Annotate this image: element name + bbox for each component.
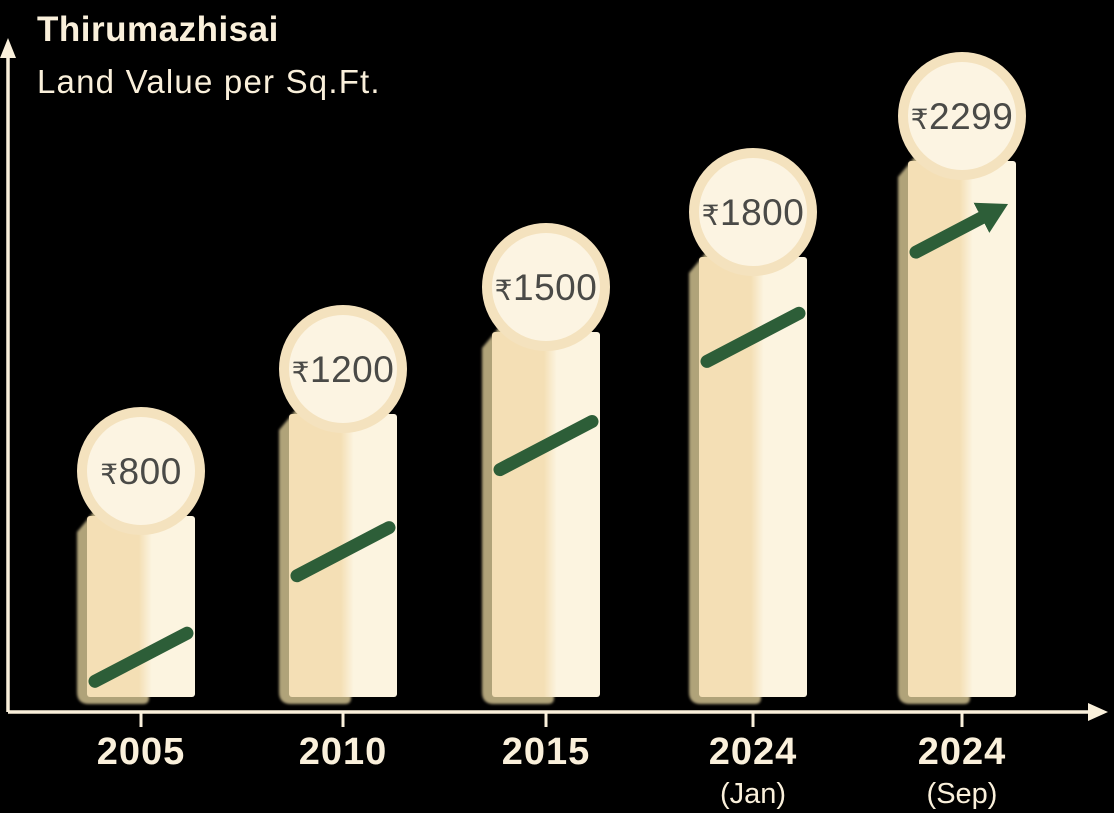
trend-line bbox=[88, 202, 1009, 688]
bar bbox=[699, 257, 807, 697]
value-bubble-text: ₹1200 bbox=[292, 349, 395, 390]
x-label: 2005 bbox=[97, 731, 186, 773]
trend-segment bbox=[493, 415, 599, 477]
trend-segment bbox=[290, 521, 396, 583]
page-title: Thirumazhisai bbox=[37, 10, 279, 49]
x-sublabel: (Jan) bbox=[720, 778, 786, 810]
axes bbox=[0, 38, 1108, 721]
value-bubble bbox=[279, 305, 407, 433]
value-bubble bbox=[898, 52, 1026, 180]
trend-segment bbox=[88, 626, 194, 688]
x-axis-labels: 2005 2010 2015 2024 (Jan) 2024 (Sep) bbox=[97, 712, 1007, 810]
value-bubble-text: ₹800 bbox=[100, 451, 182, 492]
bar bbox=[908, 161, 1016, 697]
chart-header: Thirumazhisai Land Value per Sq.Ft. bbox=[37, 10, 381, 101]
value-bubble bbox=[482, 223, 610, 351]
y-axis-arrow-icon bbox=[0, 38, 16, 58]
bar bbox=[492, 332, 600, 697]
value-bubble bbox=[689, 148, 817, 276]
x-label: 2024 bbox=[709, 731, 798, 773]
page-subtitle: Land Value per Sq.Ft. bbox=[37, 63, 381, 100]
value-bubble bbox=[77, 407, 205, 535]
value-bubble-text: ₹1800 bbox=[702, 192, 805, 233]
bars bbox=[77, 153, 1016, 704]
x-label: 2010 bbox=[299, 731, 388, 773]
x-label: 2024 bbox=[918, 731, 1007, 773]
x-sublabel: (Sep) bbox=[927, 778, 998, 810]
x-axis-arrow-icon bbox=[1088, 703, 1108, 721]
bar bbox=[87, 516, 195, 697]
value-bubble-text: ₹2299 bbox=[911, 96, 1014, 137]
value-bubble-text: ₹1500 bbox=[495, 267, 598, 308]
trend-segment-with-arrow bbox=[909, 202, 1009, 259]
trend-segment bbox=[700, 306, 806, 368]
x-label: 2015 bbox=[502, 731, 591, 773]
value-bubbles: ₹800 ₹1200 ₹1500 ₹1800 ₹2299 bbox=[77, 52, 1026, 535]
